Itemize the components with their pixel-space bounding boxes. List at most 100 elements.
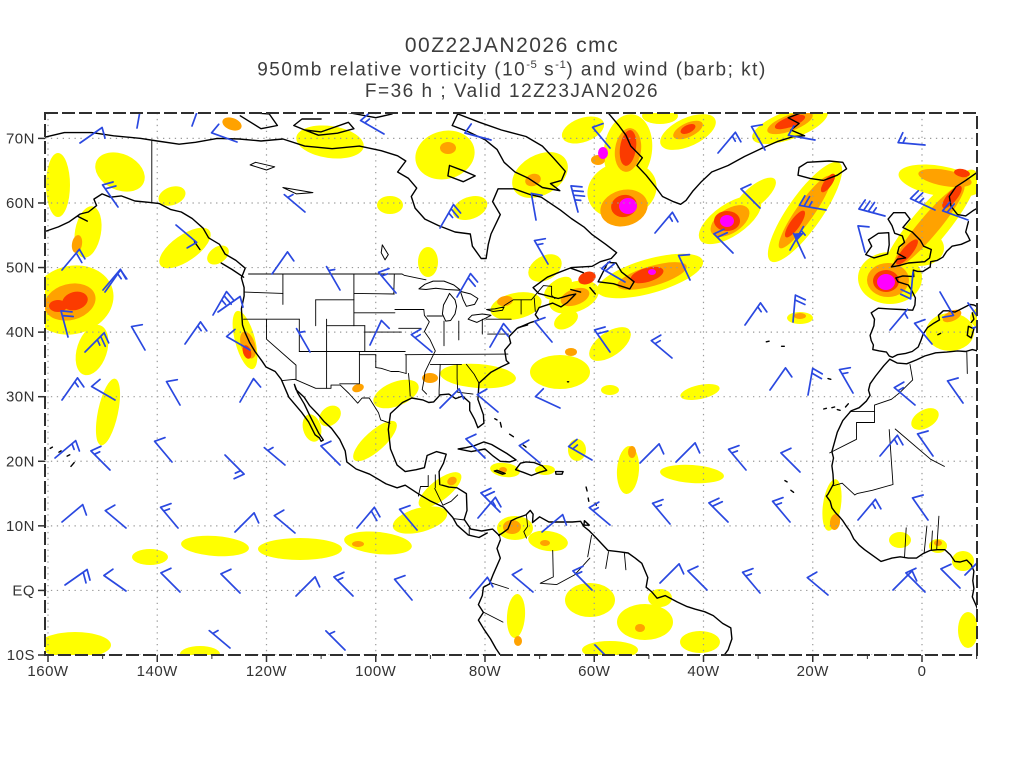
barb-staff-feathers	[102, 268, 127, 291]
vorticity-blob	[207, 245, 229, 265]
barb-staff-feathers	[210, 123, 238, 143]
barb-staff-feathers	[588, 501, 611, 526]
coastline-path	[493, 469, 506, 475]
wind-barb	[84, 332, 110, 353]
barb-staff-feathers	[410, 328, 433, 353]
wind-barb	[708, 497, 729, 523]
political-border	[375, 354, 407, 374]
wind-barb	[897, 131, 926, 146]
vorticity-blob	[877, 274, 895, 290]
wind-barb	[530, 192, 543, 221]
barb-staff-feathers	[893, 381, 916, 406]
political-border	[442, 494, 459, 506]
lat-label-40N: 40N	[6, 324, 35, 341]
barb-staff-feathers	[941, 201, 969, 221]
barb-staff-feathers	[208, 629, 231, 649]
barb-staff-feathers	[325, 265, 341, 291]
wind-barb	[224, 454, 245, 480]
wind-barb	[456, 272, 479, 298]
coastline-path	[499, 421, 503, 428]
vorticity-blob	[635, 624, 645, 632]
vorticity-blob	[353, 420, 397, 462]
vorticity-blob	[447, 476, 457, 486]
wind-barb	[225, 328, 251, 351]
political-border	[465, 363, 480, 384]
vorticity-blob	[619, 198, 637, 214]
vorticity-blob	[352, 541, 364, 547]
wind-barb	[600, 260, 626, 283]
vorticity-blob	[582, 641, 638, 655]
wind-barb	[939, 291, 955, 319]
coastline-path	[58, 450, 62, 453]
barb-staff-feathers	[892, 570, 918, 591]
barb-staff-feathers	[61, 248, 86, 271]
vorticity-blob	[568, 439, 586, 461]
political-border	[523, 515, 529, 539]
coastline-path	[948, 171, 977, 217]
vorticity-blob	[926, 313, 974, 351]
wind-barb	[750, 123, 766, 151]
lake-outline	[486, 306, 505, 312]
wind-barb	[541, 513, 568, 533]
wind-barb	[713, 228, 734, 254]
vorticity-blob	[616, 446, 640, 494]
barb-staff-feathers	[79, 126, 106, 144]
barb-staff-feathers	[857, 225, 870, 253]
political-border	[408, 373, 411, 397]
coastline-layer	[45, 113, 977, 655]
vorticity-blob	[561, 116, 605, 144]
political-border	[490, 582, 509, 589]
coastline-path	[347, 113, 393, 119]
barb-staff-feathers	[84, 332, 110, 353]
political-border	[244, 291, 284, 294]
barb-staff-feathers	[570, 185, 586, 213]
wind-barb	[54, 439, 81, 459]
wind-barb	[893, 381, 916, 406]
vorticity-blob	[544, 276, 572, 300]
barb-staff-feathers	[234, 512, 260, 533]
wind-barb	[130, 323, 146, 351]
vorticity-blob	[352, 383, 364, 393]
wind-barb	[398, 504, 418, 531]
barb-staff-feathers	[806, 571, 829, 596]
coastline-path	[517, 324, 529, 329]
political-border	[404, 353, 509, 356]
wind-barb	[61, 248, 86, 271]
barb-staff-feathers	[165, 378, 181, 406]
barb-staff-feathers	[325, 630, 346, 651]
vorticity-blob	[598, 147, 608, 159]
barb-staff-feathers	[650, 334, 673, 359]
political-border	[401, 273, 427, 281]
coastline-path	[49, 446, 54, 450]
lat-label-60N: 60N	[6, 195, 35, 212]
vorticity-blob	[995, 308, 1003, 314]
political-border	[829, 411, 875, 454]
vorticity-blob	[989, 234, 1007, 247]
vorticity-blob	[530, 355, 590, 389]
vorticity-blob	[344, 531, 412, 555]
wind-barb	[234, 512, 260, 533]
wind-barb	[60, 310, 75, 338]
vorticity-blob	[452, 195, 488, 221]
wind-barb	[905, 567, 926, 593]
lon-label-20W: 20W	[797, 663, 830, 680]
barb-staff-feathers	[212, 290, 235, 316]
coastline-path	[784, 479, 788, 483]
coastline-path	[836, 408, 841, 411]
vorticity-blob	[49, 300, 67, 312]
vorticity-blob	[158, 186, 186, 206]
wind-barb	[410, 328, 433, 353]
coastline-path	[937, 332, 942, 336]
wind-barb	[677, 253, 691, 281]
lake-outline	[418, 280, 461, 291]
wind-barb	[727, 444, 747, 471]
wind-barb	[909, 189, 936, 211]
vorticity-blob	[554, 310, 578, 330]
lon-label-120W: 120W	[246, 663, 288, 680]
wind-barb	[159, 502, 179, 529]
coastline-path	[522, 444, 527, 448]
coastline-path	[827, 377, 832, 380]
barb-staff-feathers	[159, 502, 179, 529]
wind-barb	[212, 290, 235, 316]
wind-barb	[184, 321, 208, 345]
